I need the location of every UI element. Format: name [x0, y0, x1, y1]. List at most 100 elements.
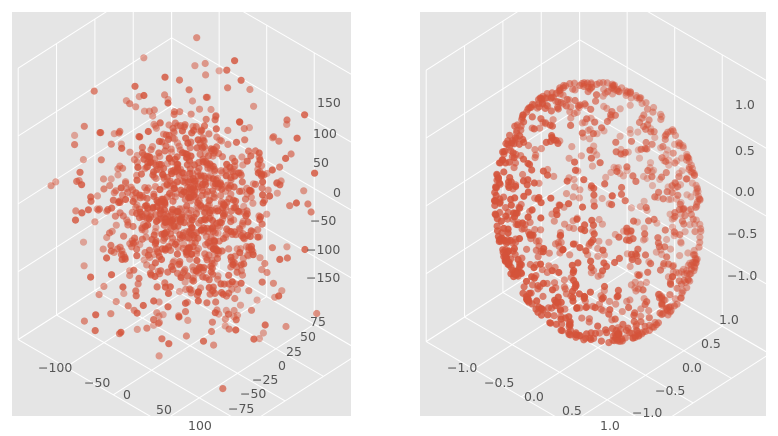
scatter-point	[683, 191, 691, 199]
scatter-point	[169, 258, 177, 267]
scatter-point	[215, 67, 223, 75]
scatter-point	[601, 180, 609, 188]
scatter-point	[528, 166, 536, 174]
scatter-point	[202, 274, 210, 282]
scatter-point	[135, 274, 143, 282]
scatter-point	[208, 147, 216, 155]
scatter-point	[505, 183, 513, 191]
scatter-point	[591, 304, 599, 312]
scatter-point	[511, 122, 519, 130]
scatter-point	[616, 105, 624, 113]
scatter-point	[176, 108, 184, 116]
scatter-point	[506, 236, 515, 245]
scatter-point	[117, 140, 125, 148]
scatter-point	[584, 126, 592, 135]
scatter-point	[173, 178, 181, 186]
scatter-point	[222, 306, 230, 314]
scatter-point	[496, 199, 504, 207]
scatter-point	[532, 237, 540, 245]
scatter-point	[197, 226, 205, 234]
grid-line	[425, 242, 580, 342]
scatter-point	[161, 279, 169, 287]
scatter-point	[283, 116, 291, 124]
scatter-point	[140, 107, 149, 115]
grid-line	[17, 105, 172, 205]
scatter-point	[633, 94, 641, 102]
scatter-point	[119, 283, 127, 291]
scatter-point	[607, 168, 615, 177]
scatter-point	[93, 192, 102, 200]
scatter-point	[583, 115, 591, 123]
scatter-point	[154, 267, 162, 275]
scatter-point	[547, 94, 555, 102]
scatter-point	[632, 177, 640, 185]
scatter-point	[166, 246, 175, 254]
scatter-point	[180, 123, 188, 131]
scatter-point	[681, 212, 689, 220]
scatter-point	[570, 175, 578, 184]
scatter-point	[654, 234, 662, 242]
scatter-point	[578, 314, 586, 322]
scatter-point	[566, 108, 574, 116]
scatter-point	[133, 151, 141, 160]
scatter-point	[126, 271, 134, 280]
scatter-point	[510, 164, 518, 172]
scatter-point	[133, 176, 141, 184]
scatter-point	[173, 207, 181, 215]
scatter-point	[261, 321, 269, 329]
scatter-point	[536, 260, 545, 268]
scatter-point	[561, 220, 569, 228]
scatter-point	[605, 297, 614, 305]
scatter-point	[130, 306, 138, 314]
point-cloud	[490, 79, 705, 347]
scatter-point	[225, 184, 233, 192]
scatter-point	[107, 140, 115, 148]
scatter-point	[592, 91, 601, 99]
scatter-point	[201, 149, 209, 157]
scatter-point	[651, 133, 659, 142]
scatter-point	[170, 222, 178, 230]
scatter-point	[165, 340, 173, 348]
y-tick-label: −0.5	[655, 383, 685, 398]
scatter-point	[683, 269, 691, 277]
scatter-point	[671, 140, 679, 148]
scatter-point	[232, 326, 240, 334]
scatter-point	[648, 173, 656, 181]
scatter-point	[510, 140, 518, 148]
scatter-point	[143, 186, 151, 194]
scatter-point	[569, 240, 578, 248]
scatter-point	[627, 250, 636, 258]
scatter-point	[146, 269, 154, 277]
scatter-point	[224, 84, 232, 92]
scatter-point	[570, 276, 578, 284]
scatter-point	[188, 97, 197, 105]
scatter-point	[567, 114, 575, 122]
scatter-point	[641, 230, 649, 238]
scatter-point	[197, 126, 205, 134]
scatter-point	[645, 116, 653, 124]
scatter-point	[200, 264, 208, 272]
scatter-point	[535, 103, 543, 111]
scatter-point	[639, 236, 648, 244]
scatter-point	[548, 286, 557, 294]
scatter-point	[642, 125, 650, 133]
scatter-point	[539, 292, 547, 300]
scatter-point	[574, 102, 583, 110]
scatter-point	[161, 73, 169, 81]
scatter-point	[567, 121, 575, 129]
scatter-point	[202, 71, 210, 79]
scatter-point	[233, 311, 242, 319]
scatter-point	[223, 66, 231, 74]
scatter-point	[212, 112, 220, 120]
scatter-point	[240, 125, 248, 133]
scatter-point	[597, 337, 606, 345]
scatter-point	[238, 220, 246, 228]
scatter-point	[593, 151, 601, 159]
scatter-point	[559, 246, 567, 254]
scatter-point	[679, 144, 687, 152]
scatter-point	[99, 175, 108, 183]
scatter-point	[256, 254, 264, 262]
scatter-point	[155, 298, 163, 306]
scatter-point	[582, 330, 591, 338]
scatter-point	[168, 234, 177, 242]
